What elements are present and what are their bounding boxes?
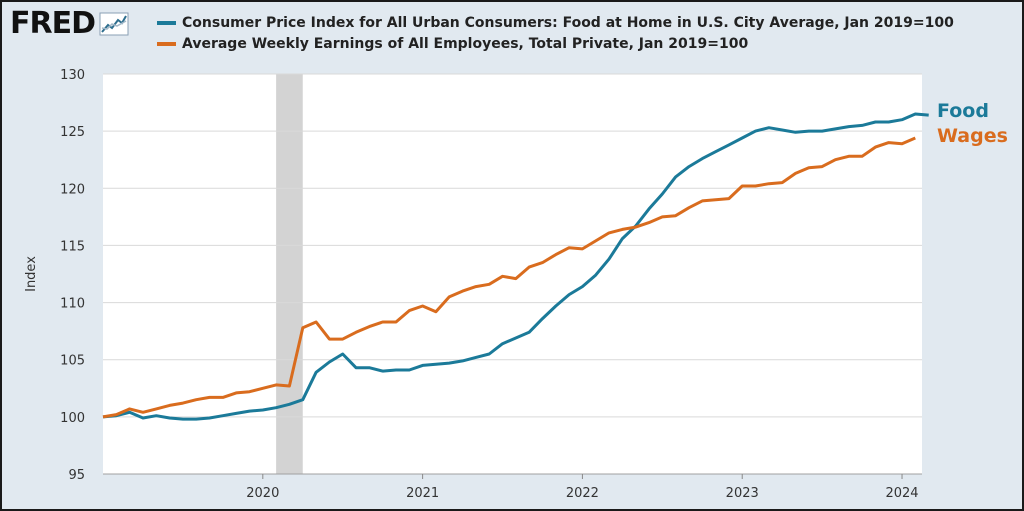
legend-item-food[interactable]: Consumer Price Index for All Urban Consu… [157, 12, 954, 33]
legend-swatch-wages [157, 41, 176, 46]
y-tick-label: 105 [60, 354, 85, 369]
y-axis-label: Index [24, 256, 39, 292]
y-axis-ticks: 95 100 105 110 115 120 125 130 [60, 68, 85, 483]
x-tick-label: 2022 [566, 486, 599, 501]
x-axis-ticks: 2020 2021 2022 2023 2024 [103, 473, 922, 501]
fred-logo[interactable]: FRED [10, 6, 129, 41]
y-tick-label: 95 [68, 468, 85, 483]
x-tick-label: 2024 [885, 486, 918, 501]
x-tick-label: 2020 [246, 486, 279, 501]
recession-shading-layer [276, 74, 303, 474]
y-tick-label: 115 [60, 239, 85, 254]
series-line-food[interactable] [102, 112, 929, 421]
y-tick-label: 100 [60, 411, 85, 426]
grid-layer [103, 73, 922, 418]
y-tick-label: 130 [60, 68, 85, 83]
y-tick-label: 125 [60, 125, 85, 140]
legend-item-wages[interactable]: Average Weekly Earnings of All Employees… [157, 33, 954, 54]
y-tick-label: 110 [60, 297, 85, 312]
x-tick-label: 2021 [406, 486, 439, 501]
x-tick-label: 2023 [726, 486, 759, 501]
recession-shading [276, 74, 303, 474]
legend-label-food: Consumer Price Index for All Urban Consu… [182, 14, 954, 31]
series-end-label-food: Food [937, 100, 989, 122]
fred-logo-text: FRED [10, 6, 96, 41]
y-tick-label: 120 [60, 182, 85, 197]
legend-label-wages: Average Weekly Earnings of All Employees… [182, 35, 749, 52]
plot-area [103, 74, 922, 474]
series-line-wages[interactable] [102, 136, 916, 419]
series-end-labels: Food Wages [937, 100, 1008, 147]
series-layer [102, 112, 929, 421]
legend-swatch-food [157, 20, 176, 25]
legend: Consumer Price Index for All Urban Consu… [157, 12, 954, 54]
series-end-label-wages: Wages [937, 125, 1008, 147]
line-chart-icon [99, 12, 129, 35]
